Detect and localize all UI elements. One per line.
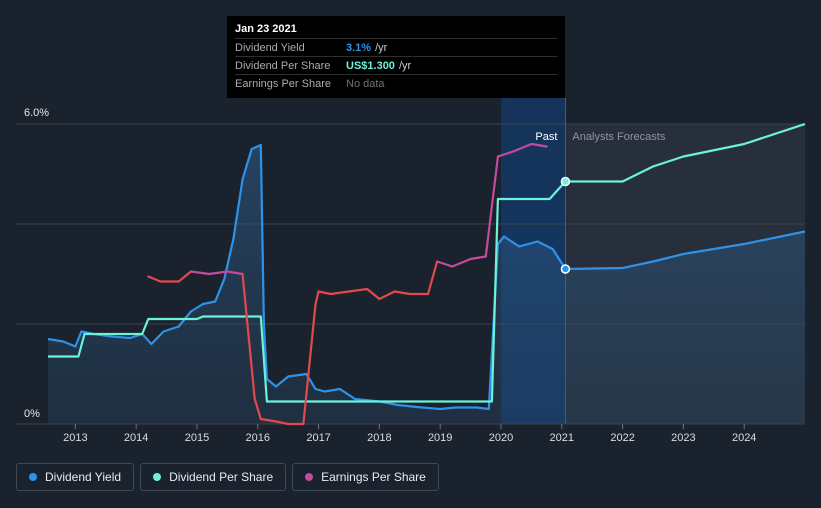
x-tick-label: 2016 [246,432,270,444]
x-tick-label: 2020 [489,432,513,444]
legend-label: Dividend Per Share [169,470,274,484]
x-tick-label: 2015 [185,432,209,444]
x-tick-label: 2021 [550,432,574,444]
legend-item-dividend-per-share[interactable]: Dividend Per Share [140,463,287,491]
eps-line-segment [208,270,229,276]
eps-line-segment [512,142,533,153]
eps-line-segment [530,142,548,148]
tooltip: Jan 23 2021 Dividend Yield 3.1% /yr Divi… [227,16,565,98]
eps-line-segment [436,260,454,268]
tooltip-unit: /yr [375,41,388,54]
eps-line-segment [496,150,515,158]
legend-label: Dividend Yield [45,470,122,484]
eps-line-segment [314,290,320,306]
eps-line-segment [226,270,244,276]
x-tick-label: 2022 [610,432,634,444]
y-axis-bottom-label: 0% [24,408,40,420]
dot-icon [153,473,162,481]
eps-line-segment [147,275,162,283]
tooltip-row-earnings-per-share: Earnings Per Share No data [235,74,557,92]
dot-icon [29,473,37,481]
x-tick-label: 2018 [367,432,391,444]
tooltip-value: 3.1% [346,41,372,54]
tooltip-date: Jan 23 2021 [235,23,297,35]
eps-line-segment [253,397,262,421]
tooltip-key: Earnings Per Share [235,77,331,90]
dps-line [48,180,567,403]
eps-line-segment [469,255,487,261]
tooltip-value: No data [346,77,385,90]
tooltip-key: Dividend Yield [235,41,305,54]
legend: Dividend Yield Dividend Per Share Earnin… [16,463,439,491]
tooltip-row-dividend-yield: Dividend Yield 3.1% /yr [235,38,557,56]
x-tick-label: 2019 [428,432,452,444]
dps-forecast-line [565,122,806,183]
x-axis: 2013 2014 2015 2016 2017 2018 2019 2020 2021 2022… [63,424,756,444]
eps-line-segment [426,260,439,296]
legend-item-dividend-yield[interactable]: Dividend Yield [16,463,135,491]
tooltip-row-dividend-per-share: Dividend Per Share US$1.300 /yr [235,56,557,74]
eps-line-segment [347,287,369,293]
eps-line-segment [329,290,351,296]
yield-now-marker [560,264,571,274]
dot-icon [305,473,314,481]
series-lines [47,122,806,426]
yield-line [47,143,567,411]
y-axis-top-label: 6.0% [24,107,49,119]
eps-line-segment [274,420,290,426]
x-tick-label: 2014 [124,432,148,444]
eps-line-segment [393,290,411,296]
x-tick-label: 2017 [306,432,330,444]
x-tick-label: 2013 [63,432,87,444]
x-tick-label: 2024 [732,432,756,444]
eps-line-segment [189,270,211,276]
dps-now-marker [560,176,571,187]
x-tick-label: 2023 [671,432,695,444]
eps-line-segment [317,290,332,296]
legend-item-earnings-per-share[interactable]: Earnings Per Share [292,463,439,491]
eps-line-segment [259,417,278,423]
eps-line-segment [241,272,256,401]
yield-forecast-line [565,230,806,271]
eps-line-segment [451,257,472,268]
now-markers [560,176,571,274]
analysts-forecasts-label: Analysts Forecasts [572,131,665,143]
tooltip-key: Dividend Per Share [235,59,331,72]
eps-line-segment [177,270,192,283]
tooltip-value: US$1.300 [346,59,395,72]
past-label: Past [535,131,557,143]
eps-line-segment [378,290,396,301]
legend-label: Earnings Per Share [321,470,426,484]
eps-line-segment [484,155,500,258]
eps-line-segment [302,302,317,426]
tooltip-unit: /yr [398,59,412,72]
eps-line-segment [366,287,381,301]
